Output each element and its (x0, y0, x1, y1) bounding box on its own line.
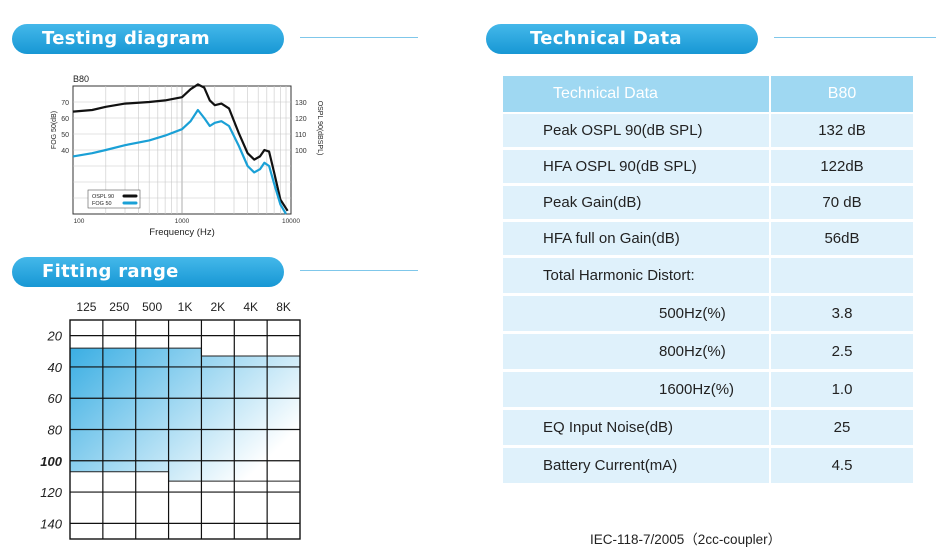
y-tick: 60 (48, 391, 63, 406)
row-value: 4.5 (771, 448, 913, 486)
x-tick: 1K (178, 300, 193, 314)
table-row: Battery Current(mA) 4.5 (503, 448, 913, 486)
row-value (771, 258, 913, 296)
table-header-row: Technical Data B80 (503, 76, 913, 114)
row-value: 56dB (771, 222, 913, 258)
row-label: Peak OSPL 90(dB SPL) (503, 114, 771, 150)
y-axis-label-left: FOG 50(dB) (51, 111, 58, 149)
testing-diagram-heading: Testing diagram (12, 24, 284, 54)
y-axis-label-right: OSPL 90(dBSPL) (316, 101, 323, 156)
y-tick-left: 60 (61, 116, 69, 123)
y-tick: 80 (48, 423, 63, 438)
x-tick: 250 (109, 300, 129, 314)
table-row: HFA OSPL 90(dB SPL) 122dB (503, 150, 913, 186)
table-row: EQ Input Noise(dB) 25 (503, 410, 913, 448)
x-tick: 4K (243, 300, 258, 314)
row-value: 70 dB (771, 186, 913, 222)
legend-label: FOG 50 (92, 201, 112, 207)
x-axis-label: Frequency (Hz) (149, 227, 214, 238)
row-value: 122dB (771, 150, 913, 186)
y-tick-right: 110 (295, 132, 306, 139)
chart-title: B80 (73, 74, 89, 84)
row-label: HFA OSPL 90(dB SPL) (503, 150, 771, 186)
heading-rule (774, 37, 936, 38)
fitting-range-chart: 20 40 60 80 100 120 140 125 250 500 1K 2K 4K 8K (40, 300, 301, 540)
technical-data-heading: Technical Data (486, 24, 758, 54)
row-label: Peak Gain(dB) (503, 186, 771, 222)
testing-diagram-chart: B80 70 60 50 40 130 120 110 100 100 1000 10000 Frequ… (51, 74, 323, 238)
table-row: Total Harmonic Distort: (503, 258, 913, 296)
x-tick: 500 (142, 300, 162, 314)
row-label: Battery Current(mA) (503, 448, 771, 486)
header-model: B80 (771, 76, 913, 114)
x-tick: 100 (74, 218, 85, 225)
y-tick-right: 120 (295, 116, 307, 123)
y-tick-left: 50 (61, 132, 69, 139)
row-label: HFA full on Gain(dB) (503, 222, 771, 258)
series-line-fog50 (72, 108, 287, 215)
y-tick: 40 (48, 360, 63, 375)
series-line-ospl90 (72, 83, 289, 212)
row-value: 25 (771, 410, 913, 448)
footnote: IEC-118-7/2005（2cc-coupler） (590, 532, 782, 547)
row-label: 1600Hz(%) (503, 372, 771, 410)
y-tick-right: 130 (295, 100, 307, 107)
table-row: 800Hz(%) 2.5 (503, 334, 913, 372)
row-value: 2.5 (771, 334, 913, 372)
header-label: Technical Data (503, 76, 771, 114)
row-label: EQ Input Noise(dB) (503, 410, 771, 448)
y-tick: 100 (40, 454, 62, 469)
table-row: HFA full on Gain(dB) 56dB (503, 222, 913, 258)
x-tick: 2K (211, 300, 226, 314)
y-tick: 120 (40, 485, 62, 500)
row-value: 132 dB (771, 114, 913, 150)
x-tick: 10000 (282, 218, 300, 225)
x-tick: 8K (276, 300, 291, 314)
row-value: 1.0 (771, 372, 913, 410)
table-row: 1600Hz(%) 1.0 (503, 372, 913, 410)
y-tick-left: 40 (61, 148, 69, 155)
y-tick: 20 (47, 329, 63, 344)
fitting-range-heading: Fitting range (12, 257, 284, 287)
y-tick: 140 (40, 516, 62, 531)
row-label: 800Hz(%) (503, 334, 771, 372)
y-tick-right: 100 (295, 148, 307, 155)
row-label: Total Harmonic Distort: (503, 258, 771, 296)
heading-rule (300, 270, 418, 271)
y-tick-left: 70 (61, 100, 69, 107)
row-value: 3.8 (771, 296, 913, 334)
table-row: Peak Gain(dB) 70 dB (503, 186, 913, 222)
row-label: 500Hz(%) (503, 296, 771, 334)
table-row: Peak OSPL 90(dB SPL) 132 dB (503, 114, 913, 150)
x-tick: 1000 (175, 218, 190, 225)
fitting-area (70, 348, 300, 482)
x-tick: 125 (76, 300, 96, 314)
heading-rule (300, 37, 418, 38)
technical-data-table: Technical Data B80 Peak OSPL 90(dB SPL) 1… (503, 76, 913, 486)
table-row: 500Hz(%) 3.8 (503, 296, 913, 334)
legend-label: OSPL 90 (92, 194, 114, 200)
